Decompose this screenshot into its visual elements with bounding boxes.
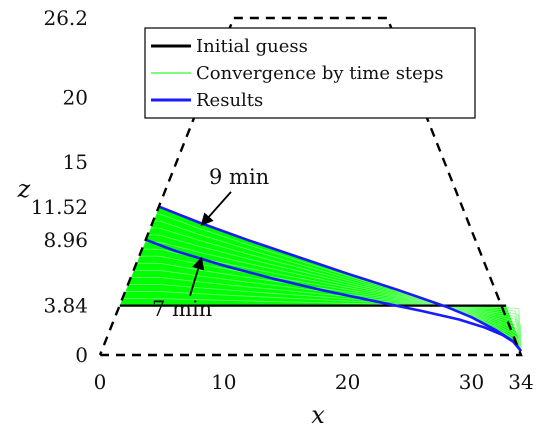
y-tick-label: 8.96 <box>43 228 88 252</box>
legend-box <box>144 27 476 119</box>
axis-ticks: 0 10 20 30 34 0 3.84 8.96 11.52 15 20 26.2 <box>31 6 534 394</box>
x-axis-label: x <box>311 401 325 429</box>
y-tick-label: 26.2 <box>43 6 88 30</box>
result-curve-7-min <box>145 238 523 352</box>
convergence-line <box>145 241 522 352</box>
x-tick-label: 30 <box>459 370 484 394</box>
x-tick-label: 20 <box>335 370 360 394</box>
y-axis-label: z <box>17 175 31 203</box>
convergence-line <box>150 227 522 352</box>
annotation-label-9-min: 9 min <box>209 165 269 189</box>
legend-label-initial: Initial guess <box>196 36 308 57</box>
y-tick-label: 0 <box>75 343 88 367</box>
legend: Initial guess Convergence by time steps … <box>144 27 476 119</box>
x-tick-label: 10 <box>211 370 236 394</box>
convergence-line <box>128 283 522 352</box>
legend-label-results: Results <box>196 90 263 111</box>
x-tick-label: 34 <box>508 370 533 394</box>
domain-boundary <box>98 16 523 357</box>
y-tick-label: 11.52 <box>31 195 88 219</box>
annotation-label-7-min: 7 min <box>152 297 212 321</box>
convergence-line <box>148 234 522 352</box>
y-tick-label: 15 <box>63 150 88 174</box>
annotation-arrow-7-min <box>189 256 205 297</box>
legend-label-convergence: Convergence by time steps <box>196 63 444 84</box>
x-tick-label: 0 <box>94 370 107 394</box>
y-tick-label: 3.84 <box>43 294 88 318</box>
y-tick-label: 20 <box>63 86 88 110</box>
annotations: 9 min 7 min <box>152 165 269 321</box>
plot-area <box>98 16 523 357</box>
annotation-arrow-9-min <box>200 191 232 227</box>
